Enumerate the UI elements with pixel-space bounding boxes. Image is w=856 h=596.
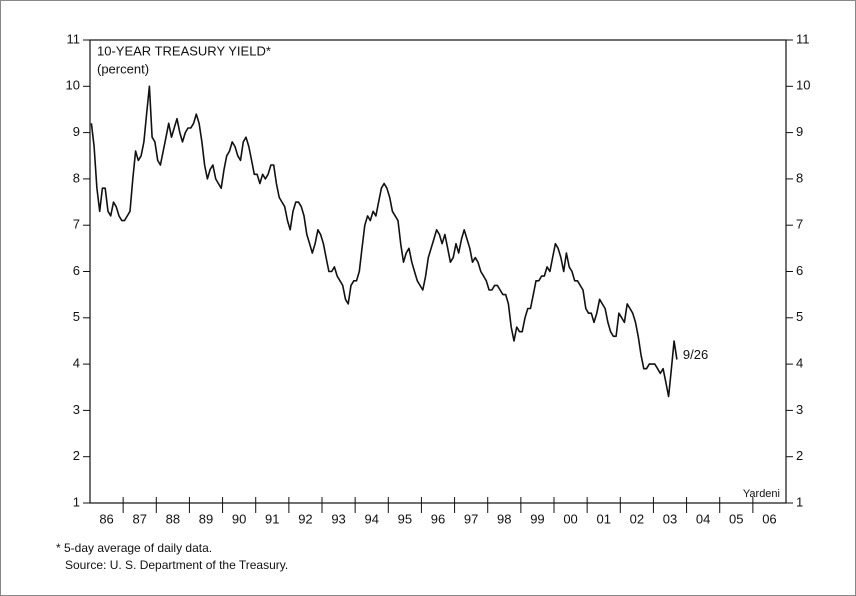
y-tick-label: 1 — [73, 494, 80, 509]
y-tick-label: 8 — [796, 170, 803, 185]
y-tick-label: 4 — [796, 356, 803, 371]
footnote: Source: U. S. Department of the Treasury… — [65, 558, 288, 572]
y-tick-label: 7 — [73, 217, 80, 232]
x-tick-label: 04 — [696, 511, 710, 526]
x-tick-label: 95 — [398, 511, 412, 526]
y-tick-label: 1 — [796, 494, 803, 509]
y-tick-label: 3 — [796, 402, 803, 417]
x-tick-label: 03 — [663, 511, 677, 526]
y-tick-label: 8 — [73, 170, 80, 185]
y-tick-label: 11 — [67, 31, 81, 46]
y-tick-label: 10 — [796, 78, 810, 93]
x-tick-label: 93 — [331, 511, 345, 526]
x-tick-label: 96 — [431, 511, 445, 526]
footnote: * 5-day average of daily data. — [56, 541, 212, 555]
x-tick-label: 05 — [729, 511, 743, 526]
line-series — [90, 85, 678, 398]
x-tick-label: 92 — [298, 511, 312, 526]
y-tick-label: 9 — [73, 124, 80, 139]
x-tick-label: 89 — [199, 511, 213, 526]
end-label: 9/26 — [683, 347, 708, 362]
y-tick-label: 6 — [73, 263, 80, 278]
y-tick-label: 2 — [796, 448, 803, 463]
y-tick-label: 7 — [796, 217, 803, 232]
x-tick-label: 91 — [265, 511, 279, 526]
x-tick-label: 01 — [596, 511, 610, 526]
chart-title: 10-YEAR TREASURY YIELD* — [97, 43, 271, 58]
y-tick-label: 4 — [73, 356, 80, 371]
y-tick-label: 2 — [73, 448, 80, 463]
x-tick-label: 99 — [530, 511, 544, 526]
x-tick-label: 90 — [232, 511, 246, 526]
x-tick-label: 06 — [762, 511, 776, 526]
x-tick-label: 97 — [464, 511, 478, 526]
y-tick-label: 6 — [796, 263, 803, 278]
y-tick-label: 11 — [796, 31, 810, 46]
chart-subtitle: (percent) — [97, 61, 149, 76]
y-tick-label: 5 — [73, 309, 80, 324]
x-tick-label: 98 — [497, 511, 511, 526]
source-tag: Yardeni — [743, 488, 780, 500]
y-tick-label: 5 — [796, 309, 803, 324]
y-tick-label: 9 — [796, 124, 803, 139]
plot-frame — [89, 39, 787, 504]
x-tick-label: 02 — [630, 511, 644, 526]
y-tick-label: 3 — [73, 402, 80, 417]
x-tick-label: 94 — [364, 511, 378, 526]
y-tick-label: 10 — [66, 78, 80, 93]
x-tick-label: 00 — [563, 511, 577, 526]
x-tick-label: 87 — [132, 511, 146, 526]
x-tick-label: 88 — [166, 511, 180, 526]
x-tick-label: 86 — [99, 511, 113, 526]
